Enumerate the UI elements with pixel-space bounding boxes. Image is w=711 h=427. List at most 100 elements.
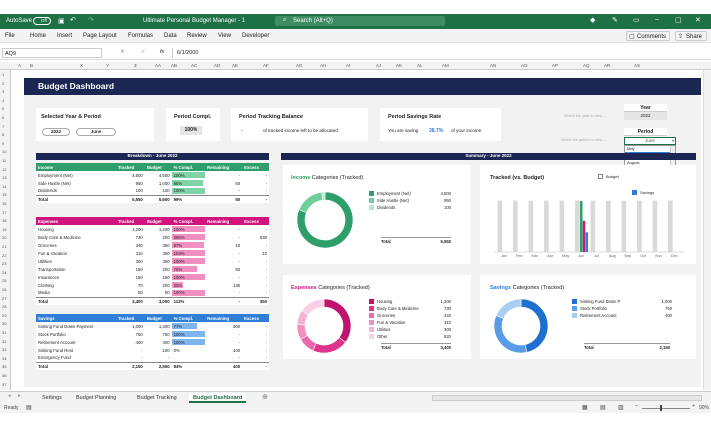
tab-data[interactable]: Data [164,33,177,39]
row-header[interactable]: 12 [2,166,7,172]
row-header[interactable]: 3 [2,89,5,95]
normal-view-icon[interactable]: ▦ [582,405,588,411]
next-sheet-icon[interactable]: ▸ [18,393,21,399]
excess-cell[interactable]: - [265,172,267,178]
compl-cell[interactable]: 365% [171,233,206,241]
excess-cell[interactable]: 350 [242,296,269,305]
tracked-cell[interactable]: 400 [135,339,143,345]
row-header[interactable]: 36 [2,373,7,378]
compl-cell[interactable]: 0% [172,346,206,354]
row-header[interactable]: 19 [2,226,7,232]
budget-cell[interactable]: 50 [164,290,170,296]
tracked-cell[interactable]: 1,000 [132,323,143,329]
column-header[interactable]: X [80,63,84,68]
zoom-slider-thumb[interactable] [660,405,662,411]
autosave-toggle[interactable]: Off [33,17,51,25]
budget-cell[interactable]: 2,550 [144,361,172,370]
row-header[interactable]: 1 [2,72,5,77]
budget-cell[interactable]: 400 [162,339,170,345]
redo-icon[interactable]: ↷ [88,17,94,24]
row-header[interactable]: 31 [2,330,7,335]
column-header[interactable]: AI [346,63,351,68]
tracked-cell[interactable]: 750 [135,331,143,337]
remaining-cell[interactable]: 300 [232,323,241,329]
pen-icon[interactable]: ✎ [612,17,618,24]
name-box[interactable]: AQ9 [2,48,102,58]
ribbon-display-icon[interactable]: ▭ [633,17,640,24]
excess-cell[interactable]: - [265,242,267,248]
add-sheet-icon[interactable]: ⊕ [262,394,268,401]
zoom-in-icon[interactable]: + [692,403,695,409]
tab-budget-planning[interactable]: Budget Planning [76,395,117,401]
horizontal-scrollbar[interactable] [432,395,702,401]
row-header[interactable]: 21 [2,244,7,249]
excess-cell[interactable]: - [242,194,269,203]
row-header[interactable]: 20 [2,235,7,241]
remaining-cell[interactable]: 100 [232,347,241,353]
compl-cell[interactable]: 100% [171,330,206,338]
compl-cell[interactable]: 103% [171,249,206,257]
page-break-view-icon[interactable]: ▥ [618,405,624,411]
excess-cell[interactable]: - [265,355,267,361]
excess-cell[interactable]: 10 [262,250,267,256]
column-header[interactable]: AM [442,63,449,68]
column-header[interactable]: AJ [376,63,382,68]
budget-cell[interactable]: 150 [162,274,170,280]
row-header[interactable]: 29 [2,312,7,318]
column-header[interactable]: AD [214,63,221,68]
row-header[interactable]: 5 [2,106,5,112]
tracked-cell[interactable]: 100 [135,188,143,194]
excess-cell[interactable]: - [265,188,267,194]
tab-insert[interactable]: Insert [57,33,73,39]
column-header[interactable]: AF [263,63,269,68]
search-box[interactable]: ⌕ Search (Alt+Q) [275,16,445,26]
remaining-cell[interactable]: 10 [235,242,241,248]
tracked-cell[interactable]: 150 [135,266,143,272]
share-button[interactable]: ⇪ Share [675,31,707,41]
save-icon[interactable]: ▣ [58,18,65,25]
compl-cell[interactable]: 35% [171,281,206,289]
tracked-cell[interactable]: 340 [135,242,143,248]
row-header[interactable]: 7 [2,123,5,129]
remaining-cell[interactable]: - [238,274,241,280]
tracked-cell[interactable]: 70 [138,282,143,288]
row-header[interactable]: 28 [2,304,7,310]
remaining-cell[interactable]: - [238,258,241,264]
remaining-cell[interactable]: - [238,339,241,345]
column-header[interactable]: AA [155,63,162,68]
tracked-cell[interactable]: 4,500 [132,172,143,178]
tracked-cell[interactable]: - [141,347,143,353]
remaining-cell[interactable]: 50 [235,180,241,186]
formula-input[interactable]: 6/1/2000 [172,48,707,58]
row-header[interactable]: 37 [2,381,7,387]
compl-cell[interactable]: 100% [171,257,206,265]
excess-cell[interactable]: - [265,226,267,232]
excess-cell[interactable]: - [265,290,267,296]
row-header[interactable]: 18 [2,218,7,224]
column-header[interactable]: AC [191,63,198,68]
budget-cell[interactable]: 300 [162,258,170,264]
tracked-cell[interactable]: 950 [135,180,143,186]
row-header[interactable]: 14 [2,183,7,189]
column-header[interactable]: B [30,63,34,68]
row-header[interactable]: 30 [2,321,7,327]
compl-cell[interactable]: 100% [171,187,206,195]
tab-home[interactable]: Home [30,33,47,39]
budget-cell[interactable]: 200 [162,234,170,240]
undo-icon[interactable]: ↶ [70,17,76,24]
compl-cell[interactable]: 75% [171,265,206,273]
row-header[interactable]: 22 [2,252,7,258]
remaining-cell[interactable]: 400 [205,361,243,370]
tab-review[interactable]: Review [187,33,207,39]
column-header[interactable]: A [18,63,22,68]
row-header[interactable]: 32 [2,338,7,344]
page-layout-view-icon[interactable]: ▤ [600,405,606,411]
tab-budget-tracking[interactable]: Budget Tracking [137,395,177,401]
remaining-cell[interactable]: - [238,172,241,178]
compl-cell[interactable]: 97% [171,241,206,249]
tracked-cell[interactable]: 310 [135,250,143,256]
remaining-cell[interactable]: - [205,296,243,305]
tracked-cell[interactable]: 730 [135,234,143,240]
chevron-down-icon[interactable]: ▾ [671,138,674,143]
budget-cell[interactable]: 4,500 [158,172,170,178]
